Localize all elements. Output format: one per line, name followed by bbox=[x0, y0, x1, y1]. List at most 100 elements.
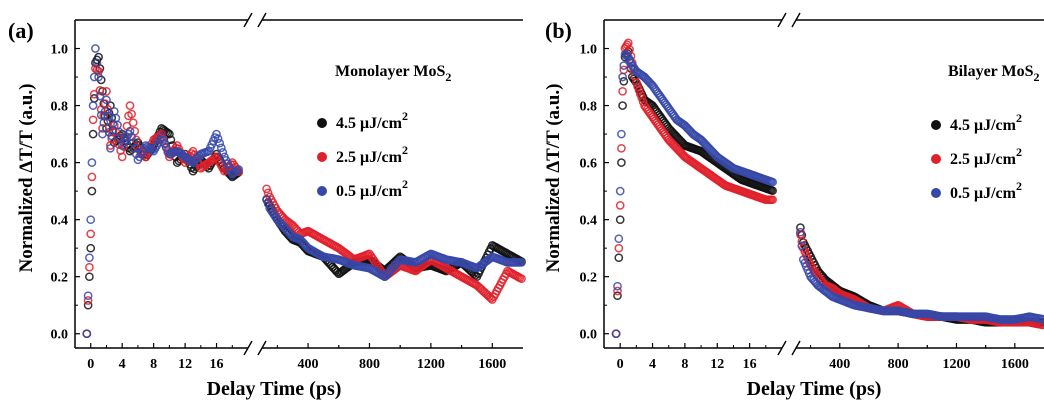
x-tick-label: 1600 bbox=[478, 357, 506, 372]
data-point bbox=[517, 258, 526, 267]
x-tick-label: 1600 bbox=[1001, 357, 1029, 372]
series-0-markers bbox=[82, 52, 526, 339]
panel-title-text: Bilayer MoS bbox=[948, 63, 1034, 80]
x-axis-title: Delay Time (ps) bbox=[747, 378, 882, 400]
legend-label-superscript: 2 bbox=[1016, 111, 1022, 125]
y-tick-label: 1.0 bbox=[580, 43, 598, 58]
data-point bbox=[89, 72, 99, 82]
data-point bbox=[125, 101, 135, 110]
data-point bbox=[613, 286, 622, 296]
x-tick-label: 800 bbox=[888, 357, 909, 372]
x-tick-label: 16 bbox=[210, 357, 224, 372]
axis-break-mark bbox=[777, 340, 787, 356]
data-point bbox=[130, 143, 140, 153]
axis-break-mark bbox=[777, 12, 787, 28]
x-tick-label: 4 bbox=[649, 357, 656, 372]
data-point bbox=[1038, 314, 1044, 324]
legend-marker bbox=[931, 120, 941, 130]
data-point bbox=[613, 291, 622, 301]
data-point bbox=[615, 201, 625, 210]
data-point bbox=[797, 241, 807, 251]
data-point bbox=[83, 300, 93, 310]
data-point bbox=[215, 138, 225, 148]
legend-label: 0.5 μJ/cm2 bbox=[950, 179, 1022, 202]
data-point bbox=[637, 93, 647, 103]
x-tick-label: 400 bbox=[298, 357, 319, 372]
y-tick-label: 0.4 bbox=[580, 214, 598, 229]
data-point bbox=[94, 66, 103, 76]
data-point bbox=[213, 134, 223, 144]
panel-label: (a) bbox=[8, 18, 34, 43]
data-point bbox=[633, 82, 643, 91]
axis-break-mark bbox=[791, 12, 801, 28]
data-point bbox=[91, 44, 100, 53]
legend-marker bbox=[317, 186, 327, 196]
x-tick-label: 0 bbox=[617, 357, 624, 372]
data-point bbox=[103, 111, 113, 121]
data-point bbox=[618, 101, 627, 110]
data-point bbox=[517, 274, 526, 284]
data-point bbox=[128, 138, 138, 147]
legend-label: 2.5 μJ/cm2 bbox=[950, 145, 1022, 168]
legend-label-superscript: 2 bbox=[402, 109, 408, 123]
chart-panel-a: 0.0 0.2 0.4 0.6 0.8 1.0 0 4 8 12 16 400 800 1200 1600 (… bbox=[8, 12, 526, 400]
data-point bbox=[212, 129, 221, 139]
chart-panel-b: 0.0 0.2 0.4 0.6 0.8 1.0 0 4 8 12 16 400 800 1200 1600 (… bbox=[543, 12, 1044, 400]
y-tick-label: 0.0 bbox=[51, 328, 69, 343]
x-tick-label: 400 bbox=[829, 357, 850, 372]
legend-label-text: 2.5 μJ/cm bbox=[336, 149, 403, 166]
data-point bbox=[100, 106, 110, 116]
data-point bbox=[636, 89, 645, 99]
data-point bbox=[99, 118, 109, 128]
data-point bbox=[768, 177, 777, 187]
data-point bbox=[614, 234, 624, 244]
data-point bbox=[127, 132, 136, 142]
x-tick-label: 1200 bbox=[417, 357, 445, 372]
data-point bbox=[94, 52, 103, 62]
data-point bbox=[768, 195, 777, 205]
data-point bbox=[85, 253, 94, 263]
data-point bbox=[232, 166, 242, 175]
data-point bbox=[618, 72, 627, 82]
data-point bbox=[262, 184, 271, 194]
data-point bbox=[82, 329, 92, 339]
y-tick-label: 0.8 bbox=[51, 100, 69, 115]
legend-label: 2.5 μJ/cm2 bbox=[336, 143, 408, 166]
x-tick-label: 1200 bbox=[942, 357, 970, 372]
data-point bbox=[102, 95, 111, 105]
legend-marker bbox=[931, 188, 941, 198]
legend-marker bbox=[931, 154, 941, 164]
panel-title-subscript: 2 bbox=[1033, 70, 1039, 84]
panel-title: Bilayer MoS2 bbox=[948, 63, 1039, 84]
axis-break-mark bbox=[791, 340, 801, 356]
legend-label: 4.5 μJ/cm2 bbox=[336, 109, 408, 132]
x-tick-label: 16 bbox=[743, 357, 757, 372]
data-point bbox=[619, 76, 629, 86]
x-tick-label: 8 bbox=[681, 357, 688, 372]
y-axis-title: Normalized ΔT/T (a.u.) bbox=[543, 84, 564, 273]
data-point bbox=[768, 186, 777, 196]
data-point bbox=[617, 158, 626, 167]
legend-label: 0.5 μJ/cm2 bbox=[336, 177, 408, 200]
legend-label-text: 0.5 μJ/cm bbox=[336, 183, 403, 200]
x-tick-label: 800 bbox=[359, 357, 380, 372]
data-point bbox=[87, 158, 97, 167]
legend-label-text: 0.5 μJ/cm bbox=[950, 185, 1017, 202]
x-tick-label: 4 bbox=[119, 357, 126, 372]
data-point bbox=[106, 143, 115, 153]
legend-label-superscript: 2 bbox=[402, 143, 408, 157]
data-point bbox=[619, 61, 629, 70]
legend-marker bbox=[317, 152, 327, 162]
data-point bbox=[614, 243, 624, 253]
data-point bbox=[85, 272, 94, 282]
data-point bbox=[88, 101, 98, 110]
data-point bbox=[86, 215, 96, 225]
y-axis-title: Normalized ΔT/T (a.u.) bbox=[16, 84, 37, 273]
data-point bbox=[613, 281, 622, 291]
legend-label-superscript: 2 bbox=[1016, 179, 1022, 193]
data-point bbox=[263, 199, 273, 209]
axis-break-mark bbox=[243, 340, 253, 356]
x-tick-label: 8 bbox=[150, 357, 157, 372]
data-point bbox=[618, 86, 627, 96]
